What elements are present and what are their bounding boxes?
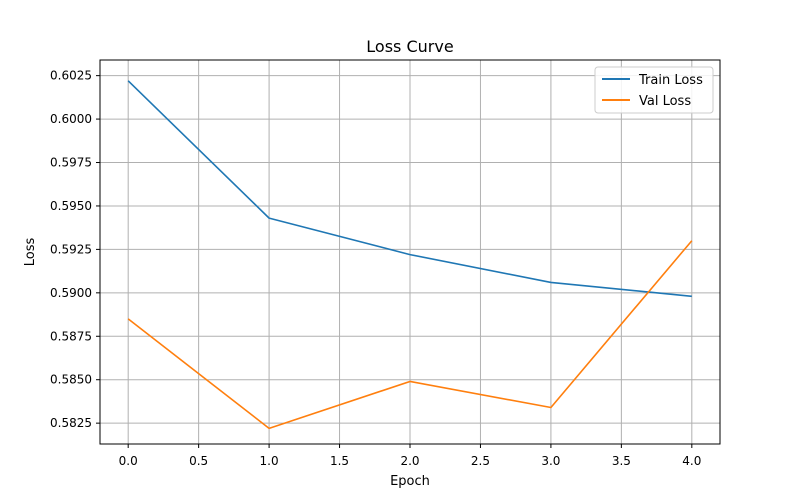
y-tick-label: 0.5850 (50, 373, 92, 387)
x-tick-label: 2.0 (400, 454, 419, 468)
x-tick-label: 0.0 (119, 454, 138, 468)
x-axis-label: Epoch (390, 474, 430, 489)
x-tick-label: 1.0 (260, 454, 279, 468)
chart-title: Loss Curve (366, 37, 453, 56)
plot-frame (99, 59, 721, 445)
legend: Train Loss Val Loss (594, 66, 714, 114)
grid (100, 60, 720, 444)
y-tick-label: 0.6000 (50, 112, 92, 126)
x-tick-label: 4.0 (682, 454, 701, 468)
y-tick-label: 0.6025 (50, 69, 92, 83)
x-tick-label: 3.0 (541, 454, 560, 468)
series (127, 80, 693, 430)
legend-label-train-loss: Train Loss (638, 73, 703, 88)
x-tick-label: 1.5 (330, 454, 349, 468)
y-tick-label: 0.5950 (50, 199, 92, 213)
y-tick-label: 0.5900 (50, 286, 92, 300)
y-tick-label: 0.5975 (50, 156, 92, 170)
y-tick-label: 0.5925 (50, 242, 92, 256)
y-tick-label: 0.5825 (50, 416, 92, 430)
y-axis-label: Loss (23, 238, 38, 267)
legend-label-val-loss: Val Loss (639, 94, 691, 109)
y-tick-label: 0.5875 (50, 329, 92, 343)
x-tick-label: 3.5 (612, 454, 631, 468)
ticks: 0.0 0.5 1.0 1.5 2.0 2.5 3.0 3.5 4.0 0.5825 0.5850 0… (50, 69, 701, 468)
x-tick-label: 0.5 (189, 454, 208, 468)
x-tick-label: 2.5 (471, 454, 490, 468)
